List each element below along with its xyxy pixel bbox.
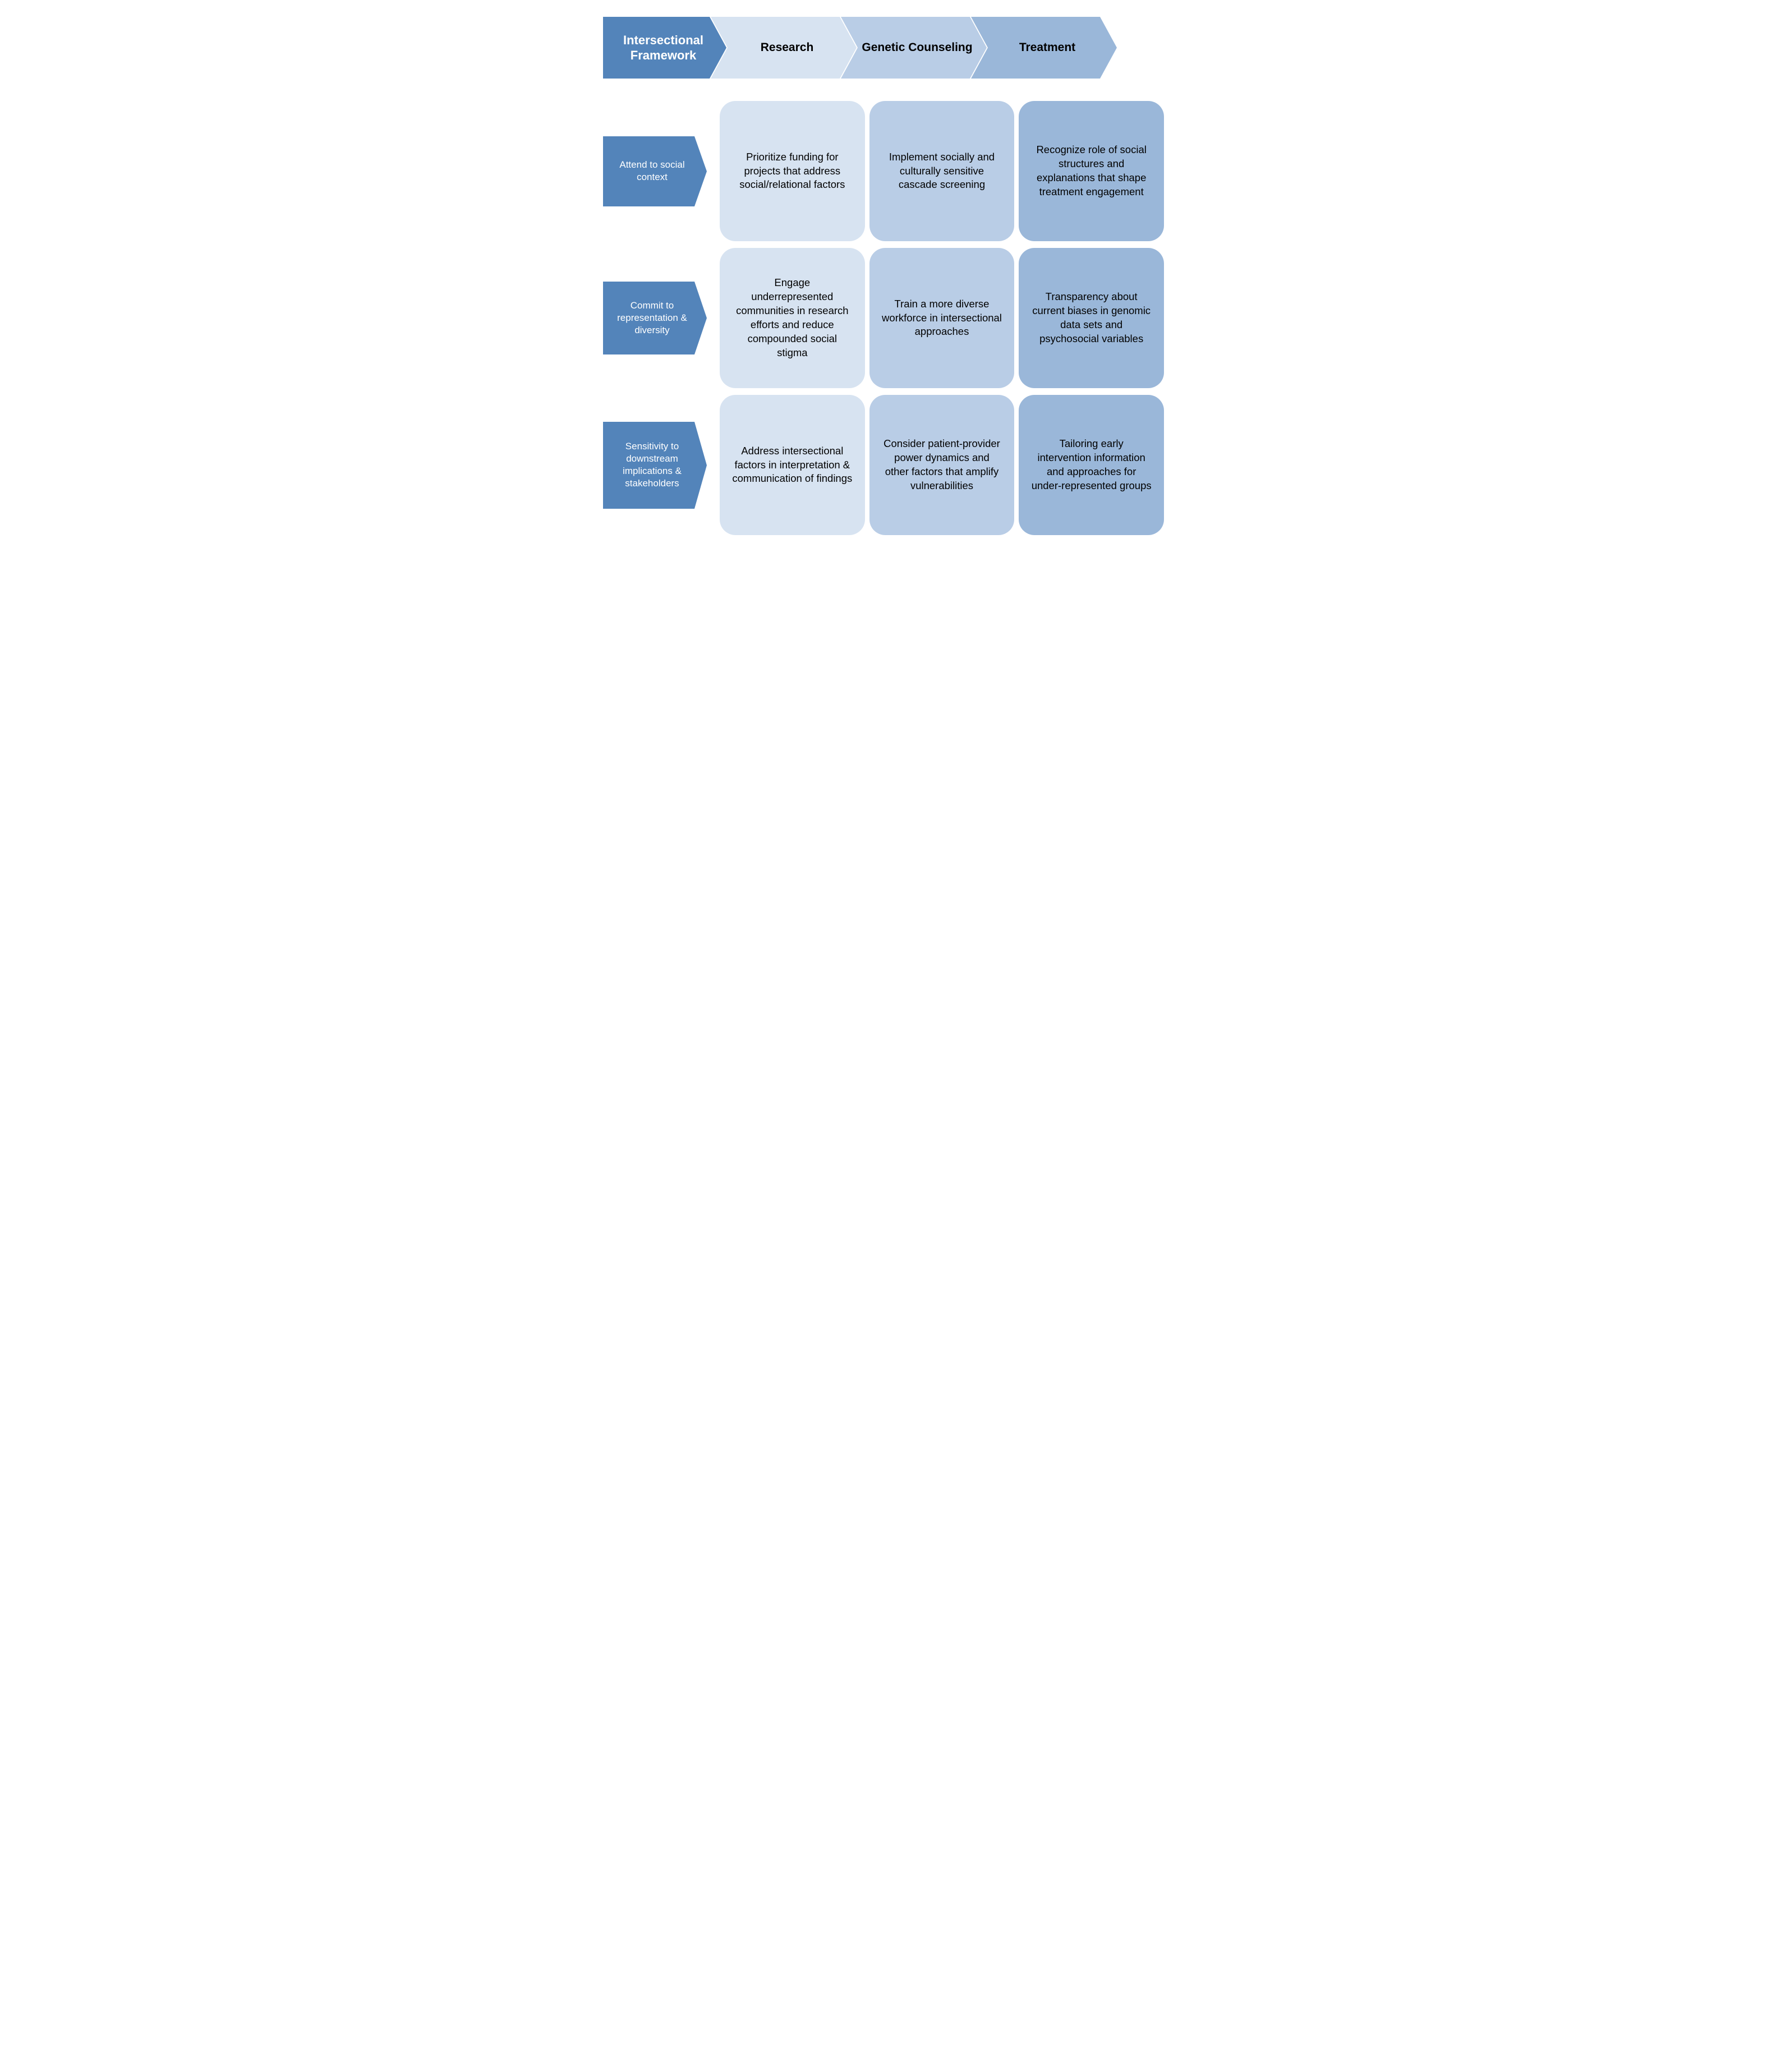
cell-r2-c0: Address intersectional factors in interp… (720, 395, 865, 535)
row-label-1: Commit to representation & diversity (603, 282, 707, 354)
cell-r0-c0: Prioritize funding for projects that add… (720, 101, 865, 241)
cell-r2-c1: Consider patient-provider power dynamics… (869, 395, 1015, 535)
row-label-text-2: Sensitivity to downstream implications &… (603, 440, 707, 490)
header-chevron-1: Research (711, 17, 857, 79)
cell-r1-c1: Train a more diverse workforce in inters… (869, 248, 1015, 388)
row-label-text-1: Commit to representation & diversity (603, 300, 707, 337)
header-chevron-label-3: Treatment (1001, 40, 1087, 55)
cell-r1-c2: Transparency about current biases in gen… (1019, 248, 1164, 388)
cell-r0-c1: Implement socially and culturally sensit… (869, 101, 1015, 241)
header-chevron-label-2: Genetic Counseling (844, 40, 983, 55)
header-row: Intersectional Framework Research Genetic … (603, 17, 1164, 79)
header-chevron-2: Genetic Counseling (841, 17, 987, 79)
row-label-wrap-0: Attend to social context (603, 101, 715, 241)
body-grid: Attend to social context Prioritize fundi… (603, 101, 1164, 535)
header-chevron-3: Treatment (971, 17, 1117, 79)
cell-r1-c0: Engage underrepresented communities in r… (720, 248, 865, 388)
cell-r2-c2: Tailoring early intervention information… (1019, 395, 1164, 535)
cell-r0-c2: Recognize role of social structures and … (1019, 101, 1164, 241)
framework-matrix: Intersectional Framework Research Genetic … (603, 17, 1164, 535)
row-label-wrap-2: Sensitivity to downstream implications &… (603, 395, 715, 535)
row-label-text-0: Attend to social context (603, 159, 707, 183)
row-label-wrap-1: Commit to representation & diversity (603, 248, 715, 388)
row-label-2: Sensitivity to downstream implications &… (603, 422, 707, 509)
header-chevron-0: Intersectional Framework (603, 17, 726, 79)
header-chevron-label-0: Intersectional Framework (603, 33, 726, 63)
row-label-0: Attend to social context (603, 136, 707, 206)
header-chevron-label-1: Research (743, 40, 825, 55)
